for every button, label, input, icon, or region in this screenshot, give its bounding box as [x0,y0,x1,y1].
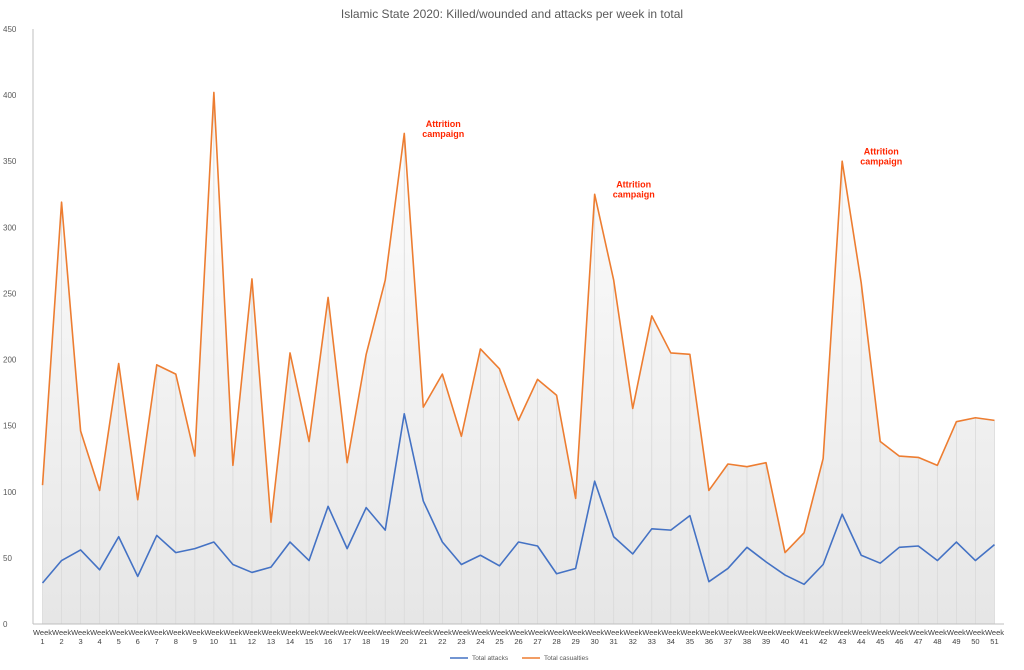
x-tick-label: Week 11 [223,628,242,646]
x-tick-label: Week 6 [128,628,147,646]
x-tick-label: Week 36 [699,628,718,646]
x-tick-label: Week 38 [737,628,756,646]
x-tick-label: Week 29 [566,628,585,646]
drop-lines [42,92,995,624]
y-tick-label: 100 [3,488,17,497]
x-tick-label: Week 28 [547,628,566,646]
y-axis-ticks: 0 50 100 150 200 250 300 350 400 450 [3,25,17,629]
y-tick-label: 250 [3,289,17,298]
x-tick-label: Week 16 [319,628,338,646]
x-tick-label: Week 25 [490,628,509,646]
area-under-casualties [42,92,995,624]
x-tick-label: Week 27 [528,628,547,646]
legend-label: Total attacks [472,655,509,662]
annotations: Attrition campaign Attrition campaign Attrit… [422,119,902,200]
y-tick-label: 300 [3,223,17,232]
annotation-label: Attrition campaign [860,147,902,167]
x-tick-label: Week 24 [471,628,490,646]
x-tick-label: Week 22 [433,628,452,646]
series-line [41,91,995,554]
x-tick-label: Week 9 [185,628,204,646]
x-tick-label: Week 44 [852,628,871,646]
x-tick-label: Week 10 [204,628,223,646]
x-tick-label: Week 46 [890,628,909,646]
x-tick-label: Week 39 [756,628,775,646]
chart-title: Islamic State 2020: Killed/wounded and a… [341,7,683,21]
x-tick-label: Week 5 [109,628,128,646]
x-tick-label: Week 7 [147,628,166,646]
x-tick-label: Week 18 [357,628,376,646]
series-lines [41,91,995,586]
x-tick-label: Week 50 [966,628,985,646]
y-tick-label: 400 [3,91,17,100]
annotation-label: Attrition campaign [613,180,655,200]
x-tick-label: Week 42 [814,628,833,646]
x-tick-label: Week 37 [718,628,737,646]
legend: Total attacks Total casualties [450,655,589,662]
x-tick-label: Week 40 [776,628,795,646]
x-tick-label: Week 8 [166,628,185,646]
y-tick-label: 150 [3,422,17,431]
series-line [41,412,995,586]
legend-label: Total casualties [544,655,589,662]
x-tick-label: Week 33 [642,628,661,646]
x-tick-label: Week 13 [261,628,280,646]
y-tick-label: 0 [3,620,8,629]
x-tick-label: Week 49 [947,628,966,646]
x-tick-label: Week 34 [661,628,680,646]
x-tick-label: Week 1 [33,628,52,646]
x-tick-label: Week 21 [414,628,433,646]
x-tick-label: Week 23 [452,628,471,646]
x-tick-label: Week 19 [376,628,395,646]
x-tick-label: Week 43 [833,628,852,646]
y-tick-label: 350 [3,157,17,166]
x-tick-label: Week 41 [795,628,814,646]
x-tick-label: Week 31 [604,628,623,646]
plot-area-fill [42,92,995,624]
x-tick-label: Week 32 [623,628,642,646]
x-tick-label: Week 17 [338,628,357,646]
x-tick-label: Week 4 [90,628,109,646]
x-tick-label: Week 30 [585,628,604,646]
x-tick-label: Week 35 [680,628,699,646]
x-tick-label: Week 2 [52,628,71,646]
x-tick-label: Week 26 [509,628,528,646]
x-tick-label: Week 45 [871,628,890,646]
x-tick-label: Week 20 [395,628,414,646]
y-tick-label: 450 [3,25,17,34]
x-tick-label: Week 3 [71,628,90,646]
y-tick-label: 50 [3,554,12,563]
x-tick-label: Week 47 [909,628,928,646]
x-tick-label: Week 48 [928,628,947,646]
x-tick-label: Week 12 [242,628,261,646]
annotation-label: Attrition campaign [422,119,464,139]
x-tick-label: Week 14 [281,628,300,646]
axes [32,29,1004,625]
x-tick-label: Week 51 [985,628,1004,646]
y-tick-label: 200 [3,356,17,365]
x-tick-label: Week 15 [300,628,319,646]
